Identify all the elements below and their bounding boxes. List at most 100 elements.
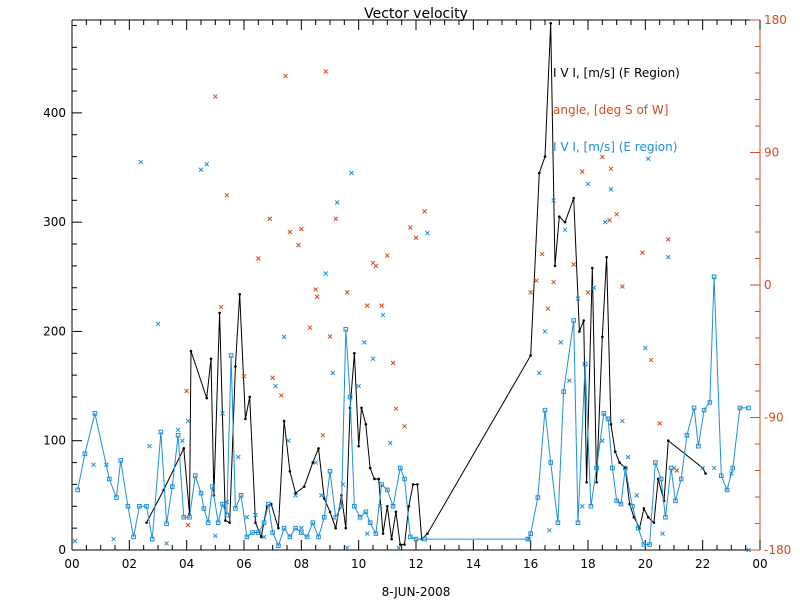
f-region-point — [543, 155, 547, 158]
angle-point — [551, 279, 556, 285]
f-region-point — [244, 417, 247, 421]
e-region-point — [270, 530, 275, 535]
angle-point — [384, 253, 390, 258]
series-line-1 — [77, 276, 749, 548]
e-region-point — [402, 476, 407, 482]
angle-point — [283, 73, 288, 79]
f-region-point — [398, 543, 402, 546]
f-region-point — [322, 497, 326, 500]
e-region-point — [106, 476, 112, 482]
e-region-point — [347, 394, 353, 400]
y-left-tick-label: 300 — [43, 215, 66, 229]
e-region-point — [137, 503, 142, 509]
f-region-point — [394, 510, 398, 514]
e-region-point — [601, 411, 607, 416]
e-region-point — [528, 531, 533, 536]
e-region-point — [201, 506, 207, 511]
f-region-point — [373, 477, 376, 481]
e-region-cross-point — [104, 462, 109, 468]
e-region-point — [170, 484, 175, 489]
y-left-tick-label: 100 — [43, 434, 66, 448]
e-region-point — [622, 465, 628, 471]
e-region-point — [701, 407, 707, 413]
e-region-cross-point — [665, 254, 671, 260]
e-region-point — [555, 520, 561, 525]
f-region-point — [381, 532, 385, 535]
f-region-point — [642, 507, 646, 510]
e-region-point — [542, 407, 548, 413]
f-region-point — [585, 480, 588, 484]
e-region-point — [548, 460, 554, 465]
e-region-cross-point — [334, 200, 340, 205]
e-region-cross-point — [356, 383, 362, 389]
x-tick-label: 22 — [695, 557, 710, 571]
f-region-point — [334, 526, 338, 530]
e-region-cross-point — [220, 411, 225, 416]
x-tick-label: 10 — [351, 557, 366, 571]
f-region-point — [578, 330, 581, 333]
f-region-point — [277, 526, 280, 530]
e-region-point — [582, 361, 588, 367]
f-region-point — [238, 292, 241, 296]
x-axis-label: 8-JUN-2008 — [382, 585, 451, 599]
x-tick-label: 00 — [752, 557, 767, 571]
angle-point — [323, 69, 329, 74]
angle-point — [314, 294, 320, 300]
chart-title: Vector velocity — [364, 6, 468, 22]
e-region-point — [299, 530, 304, 535]
f-region-point — [254, 521, 257, 524]
x-tick-label: 20 — [638, 557, 653, 571]
angle-point — [364, 303, 370, 308]
f-region-point — [357, 444, 360, 448]
e-region-point — [397, 465, 403, 471]
angle-point — [267, 216, 273, 222]
angle-point — [344, 290, 350, 295]
e-region-point — [357, 514, 363, 520]
e-region-point — [276, 543, 281, 548]
angle-point — [241, 373, 247, 379]
angle-point — [184, 388, 190, 394]
angle-point — [313, 287, 319, 292]
e-region-point — [149, 536, 155, 542]
e-region-point — [250, 530, 255, 535]
f-region-point — [537, 171, 541, 175]
angle-point — [545, 306, 551, 311]
e-region-cross-point — [198, 167, 204, 173]
e-region-point — [363, 509, 369, 515]
f-region-point — [317, 447, 320, 450]
e-region-point — [293, 525, 298, 531]
angle-point — [599, 154, 605, 160]
angle-point — [528, 290, 534, 295]
e-region-point — [696, 443, 701, 449]
e-region-cross-point — [138, 159, 144, 165]
data-marks — [72, 21, 751, 553]
e-region-cross-point — [281, 334, 287, 340]
e-region-point — [630, 503, 635, 509]
y-right-tick-label: -90 — [764, 411, 784, 425]
e-region-cross-point — [711, 465, 717, 471]
e-region-cross-point — [261, 534, 267, 540]
f-region-point — [386, 504, 389, 508]
angle-point — [218, 304, 224, 310]
angle-point — [333, 216, 339, 222]
angle-point — [278, 393, 284, 398]
e-region-point — [131, 534, 136, 540]
angle-point — [390, 360, 396, 366]
e-region-point — [198, 490, 204, 496]
e-region-cross-point — [111, 536, 116, 542]
f-region-point — [632, 515, 636, 519]
e-region-point — [737, 405, 743, 411]
angle-point — [539, 251, 545, 257]
angle-point — [620, 284, 625, 289]
e-region-point — [707, 400, 713, 405]
f-region-point — [368, 466, 372, 470]
e-region-cross-point — [253, 512, 258, 518]
e-region-cross-point — [567, 378, 572, 383]
e-region-cross-point — [204, 161, 210, 167]
e-region-cross-point — [746, 547, 751, 553]
e-region-point — [118, 458, 124, 463]
e-region-point — [164, 521, 169, 527]
e-region-point — [730, 465, 736, 471]
e-region-point — [316, 534, 321, 540]
e-region-point — [220, 501, 225, 507]
